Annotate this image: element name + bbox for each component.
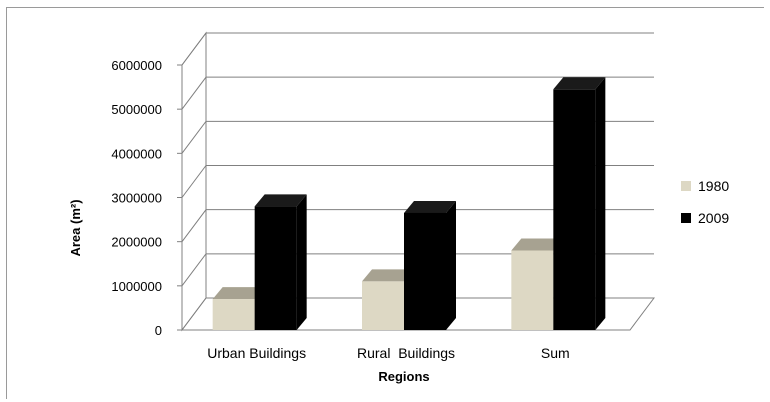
x-axis-title: Regions	[378, 369, 429, 384]
grid-line	[181, 165, 654, 198]
bar-2009-2	[553, 77, 606, 331]
grid-line	[181, 76, 654, 110]
floor	[181, 297, 655, 331]
bar-top	[212, 287, 265, 300]
bar-top	[553, 77, 606, 90]
x-axis-categories: Urban Buildings Rural Buildings Sum	[207, 345, 569, 361]
y-axis-ticks: 0 1000000 2000000 3000000 4000000 5000000 6000…	[111, 58, 182, 338]
bar-front	[404, 212, 446, 330]
bar-front	[553, 89, 596, 331]
y-tick-label: 1000000	[111, 279, 162, 294]
bar-side	[296, 194, 307, 330]
grid-lines	[181, 32, 654, 287]
legend-swatch-1980	[681, 181, 691, 191]
bar-top	[254, 194, 307, 207]
bars	[212, 77, 606, 331]
bar-top	[404, 200, 456, 213]
chart-frame	[6, 7, 764, 399]
bar-top	[511, 238, 564, 251]
bar-front	[212, 299, 255, 330]
y-tick-label: 2000000	[111, 235, 162, 250]
y-tick-label: 3000000	[111, 191, 162, 206]
legend-label-1980: 1980	[698, 178, 729, 194]
legend-swatch-2009	[681, 213, 691, 223]
bar-side	[446, 200, 456, 330]
grid-line	[181, 32, 654, 66]
legend-label-2009: 2009	[698, 210, 729, 226]
x-tick-label: Rural Buildings	[357, 345, 455, 361]
y-tick-label: 0	[155, 323, 162, 338]
bar-front	[511, 250, 554, 330]
bar-top	[362, 269, 414, 282]
x-tick-label: Urban Buildings	[207, 345, 306, 361]
bar-2009-0	[254, 194, 307, 330]
bar-front	[362, 281, 404, 330]
legend: 1980 2009	[681, 178, 729, 226]
y-axis-title: Area (m²)	[68, 199, 83, 256]
grid-line	[181, 120, 654, 154]
y-tick-label: 4000000	[111, 146, 162, 161]
bar-front	[254, 206, 297, 330]
bar-2009-1	[404, 200, 456, 330]
y-tick-label: 6000000	[111, 58, 162, 73]
grid-line	[181, 209, 654, 242]
y-tick-label: 5000000	[111, 102, 162, 117]
bar-side	[595, 77, 606, 331]
grid-line	[181, 253, 654, 287]
x-tick-label: Sum	[541, 345, 570, 361]
